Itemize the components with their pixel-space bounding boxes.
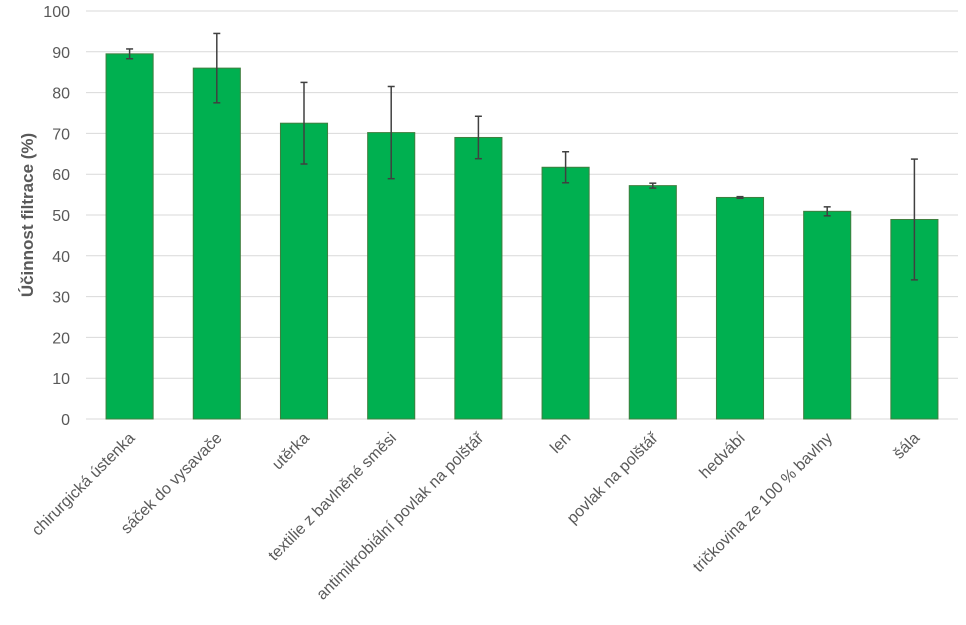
bar: [192, 67, 241, 420]
error-bar: [387, 85, 395, 180]
y-tick-label: 50: [52, 208, 70, 225]
y-tick-label: 90: [52, 45, 70, 62]
bars: [105, 53, 939, 420]
error-bar: [474, 115, 482, 160]
x-category-label: len: [547, 430, 574, 457]
y-axis-title: Účinnost filtrace (%): [18, 133, 37, 297]
bar: [279, 122, 329, 420]
y-tick-label: 0: [61, 412, 70, 429]
y-tick-label: 100: [43, 4, 70, 21]
x-category-label: antimikrobiální povlak na polštář: [314, 429, 488, 603]
error-bar: [213, 32, 221, 104]
y-tick-label: 80: [52, 86, 70, 103]
error-bars: [126, 32, 918, 281]
bar: [541, 166, 590, 420]
error-bar: [126, 48, 134, 60]
x-category-label: šála: [890, 430, 923, 463]
error-bar: [649, 182, 657, 189]
error-bar: [300, 81, 308, 165]
y-tick-label: 20: [52, 330, 70, 347]
bar: [803, 210, 852, 420]
y-tick-label: 70: [52, 126, 70, 143]
y-tick-label: 30: [52, 290, 70, 307]
error-bar: [562, 151, 570, 184]
error-bar: [910, 158, 918, 281]
error-bar: [823, 206, 831, 217]
bar: [367, 132, 416, 420]
x-category-label: tričkovina ze 100 % bavlny: [690, 430, 836, 576]
x-category-label: povlak na polštář: [564, 429, 662, 527]
x-category-label: utěrka: [269, 430, 313, 474]
x-category-label: hedvábí: [697, 429, 750, 482]
y-tick-labels: 0 10 20 30 40 50 60 70 80 90 100: [43, 4, 70, 429]
y-tick-label: 40: [52, 249, 70, 266]
bar: [105, 53, 154, 420]
y-tick-label: 60: [52, 167, 70, 184]
bar: [454, 136, 503, 420]
bar: [715, 196, 765, 420]
error-bar: [736, 195, 744, 200]
bar: [628, 185, 677, 420]
y-tick-label: 10: [52, 371, 70, 388]
